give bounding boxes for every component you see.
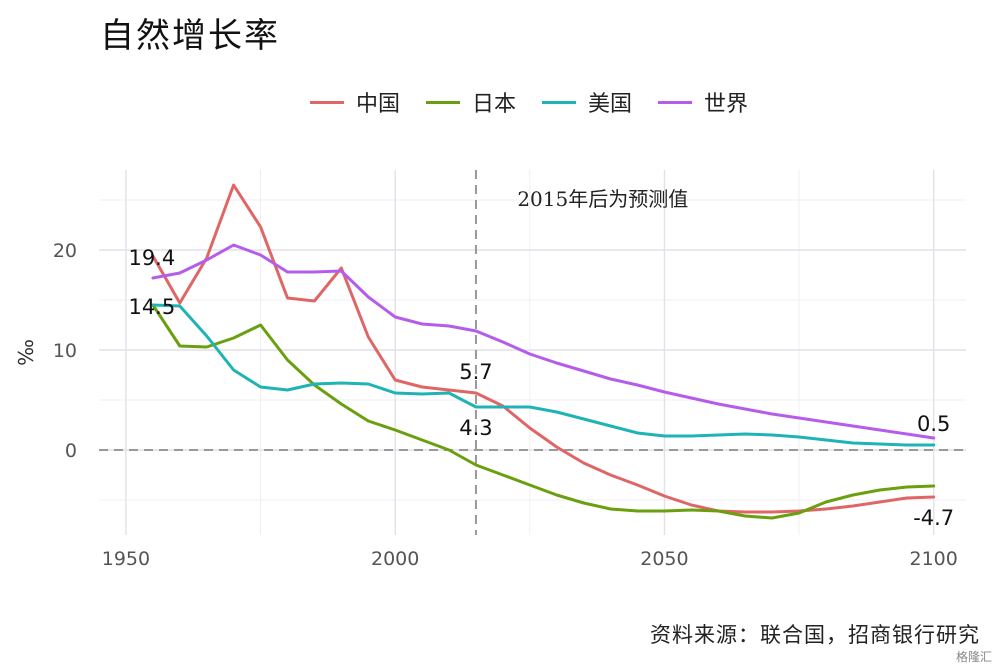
y-tick-label: 20 (53, 240, 77, 262)
y-tick-label: 10 (53, 340, 77, 362)
y-axis-label: ‰ (14, 339, 38, 366)
data-label: 19.4 (128, 246, 175, 270)
plot-area (99, 170, 966, 535)
x-tick-label: 1950 (102, 548, 150, 570)
legend-swatch-china (310, 100, 344, 104)
series-line-日本 (151, 303, 936, 520)
legend-label-japan: 日本 (472, 92, 517, 117)
series-line-美国 (151, 303, 936, 447)
source-note: 资料来源：联合国，招商银行研究 (650, 623, 980, 647)
data-label: 4.3 (459, 416, 492, 440)
chart-title: 自然增长率 (100, 16, 280, 56)
legend-label-china: 中国 (356, 92, 401, 117)
y-tick-label: 0 (65, 440, 77, 462)
legend-item-world: 世界 (658, 86, 748, 118)
x-tick-label: 2050 (640, 548, 688, 570)
series-line-世界 (151, 243, 936, 440)
chart-legend: 中国 日本 美国 世界 (310, 86, 748, 118)
legend-item-china: 中国 (310, 86, 400, 118)
legend-item-japan: 日本 (426, 86, 516, 118)
legend-label-world: 世界 (704, 92, 749, 117)
data-label: 14.5 (128, 295, 175, 319)
x-tick-label: 2000 (371, 548, 419, 570)
data-label: -4.7 (913, 506, 954, 530)
watermark: 格隆汇 (955, 650, 992, 664)
legend-item-usa: 美国 (542, 86, 632, 118)
legend-swatch-world (658, 100, 693, 104)
x-tick-label: 2100 (910, 548, 958, 570)
legend-label-usa: 美国 (588, 92, 633, 117)
data-label: 5.7 (459, 360, 492, 384)
data-label: 0.5 (917, 412, 950, 436)
legend-swatch-japan (426, 100, 461, 104)
legend-swatch-usa (542, 100, 577, 104)
forecast-annotation: 2015年后为预测值 (517, 187, 688, 211)
